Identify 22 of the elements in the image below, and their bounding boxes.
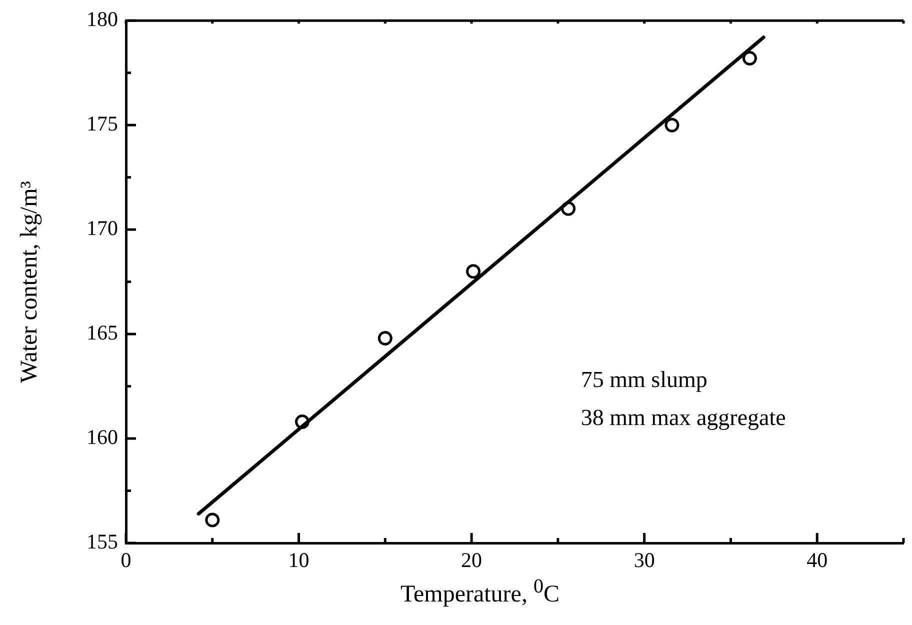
- y-tick-label: 175: [86, 112, 118, 136]
- point: [742, 50, 757, 66]
- annotation: 75 mm slump: [580, 367, 708, 392]
- x-tick-label: 20: [461, 548, 482, 572]
- point: [378, 330, 392, 346]
- x-tick-label: 30: [634, 548, 655, 572]
- y-tick-label: 180: [86, 7, 118, 32]
- annotation: 38 mm max aggregate: [580, 405, 786, 430]
- x-tick-label: 10: [288, 548, 310, 572]
- y-axis-title: Water content, kg/m³: [16, 181, 44, 383]
- y-tick-label: 160: [86, 425, 118, 450]
- point: [294, 414, 310, 430]
- point: [664, 118, 680, 132]
- y-tick-label: 165: [86, 320, 118, 345]
- x-tick-label: 40: [806, 548, 828, 572]
- y-tick-label: 170: [86, 216, 118, 240]
- point: [205, 512, 220, 528]
- x-axis-title: Temperature, $^{0}$C: [400, 576, 560, 608]
- x-tick-label: 0: [120, 548, 132, 572]
- point: [561, 201, 576, 216]
- point: [466, 264, 481, 279]
- y-tick-label: 155: [86, 530, 118, 554]
